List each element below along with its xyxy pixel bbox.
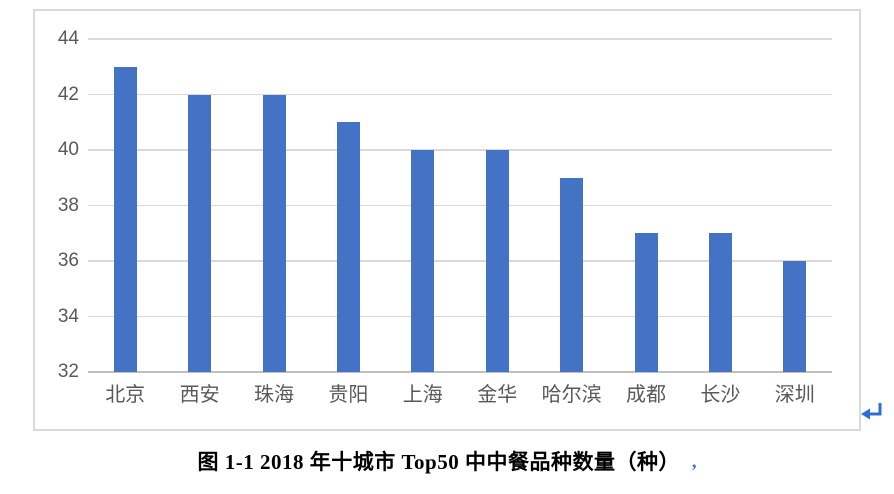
bar-深圳 (783, 261, 807, 372)
x-axis-category-label: 贵阳 (328, 384, 369, 406)
bar-长沙 (708, 233, 732, 372)
x-axis-category-label: 上海 (402, 384, 443, 406)
x-axis-category-label: 金华 (477, 384, 518, 406)
bar-北京 (113, 66, 137, 372)
x-axis-category-label: 成都 (626, 384, 666, 406)
bar-金华 (485, 150, 509, 372)
x-axis-category-label: 长沙 (700, 384, 741, 406)
y-axis-tick-label: 38 (57, 194, 79, 216)
bar-chart[interactable]: 44 42 40 38 36 34 32 北京 西安 珠海 贵阳 上海 金华 哈尔滨 成都 长沙 深圳 (33, 9, 861, 431)
y-gridline (88, 315, 832, 318)
figure-caption: 图 1-1 2018 年十城市 Top50 中中餐品种数量（种）, (33, 446, 861, 476)
x-axis-category-label: 哈尔滨 (541, 384, 602, 406)
y-axis-tick-label: 40 (57, 139, 79, 160)
y-gridline (88, 38, 832, 40)
y-axis-tick-label: 34 (57, 305, 79, 327)
x-axis-category-label: 珠海 (254, 384, 294, 406)
bar-哈尔滨 (560, 177, 584, 372)
y-axis-tick-label: 42 (57, 83, 79, 105)
bar-成都 (634, 233, 658, 372)
y-axis-tick-label: 32 (57, 361, 79, 382)
y-axis-tick-label: 44 (57, 28, 79, 49)
y-gridline (88, 260, 832, 262)
caption-end-mark: , (692, 451, 697, 471)
y-gridline (88, 93, 832, 96)
y-gridline (88, 204, 832, 207)
bar-贵阳 (336, 122, 360, 372)
x-axis-category-label: 西安 (179, 384, 220, 406)
x-axis-line (88, 371, 832, 373)
bar-上海 (411, 150, 435, 372)
y-axis-tick-label: 36 (57, 250, 79, 271)
x-axis-category-label: 深圳 (774, 384, 815, 406)
y-gridline (88, 149, 832, 151)
bar-珠海 (262, 94, 286, 372)
paragraph-return-icon (858, 398, 886, 426)
x-axis-category-label: 北京 (105, 384, 146, 406)
figure-caption-text: 图 1-1 2018 年十城市 Top50 中中餐品种数量（种） (197, 450, 680, 474)
bar-西安 (188, 94, 212, 372)
